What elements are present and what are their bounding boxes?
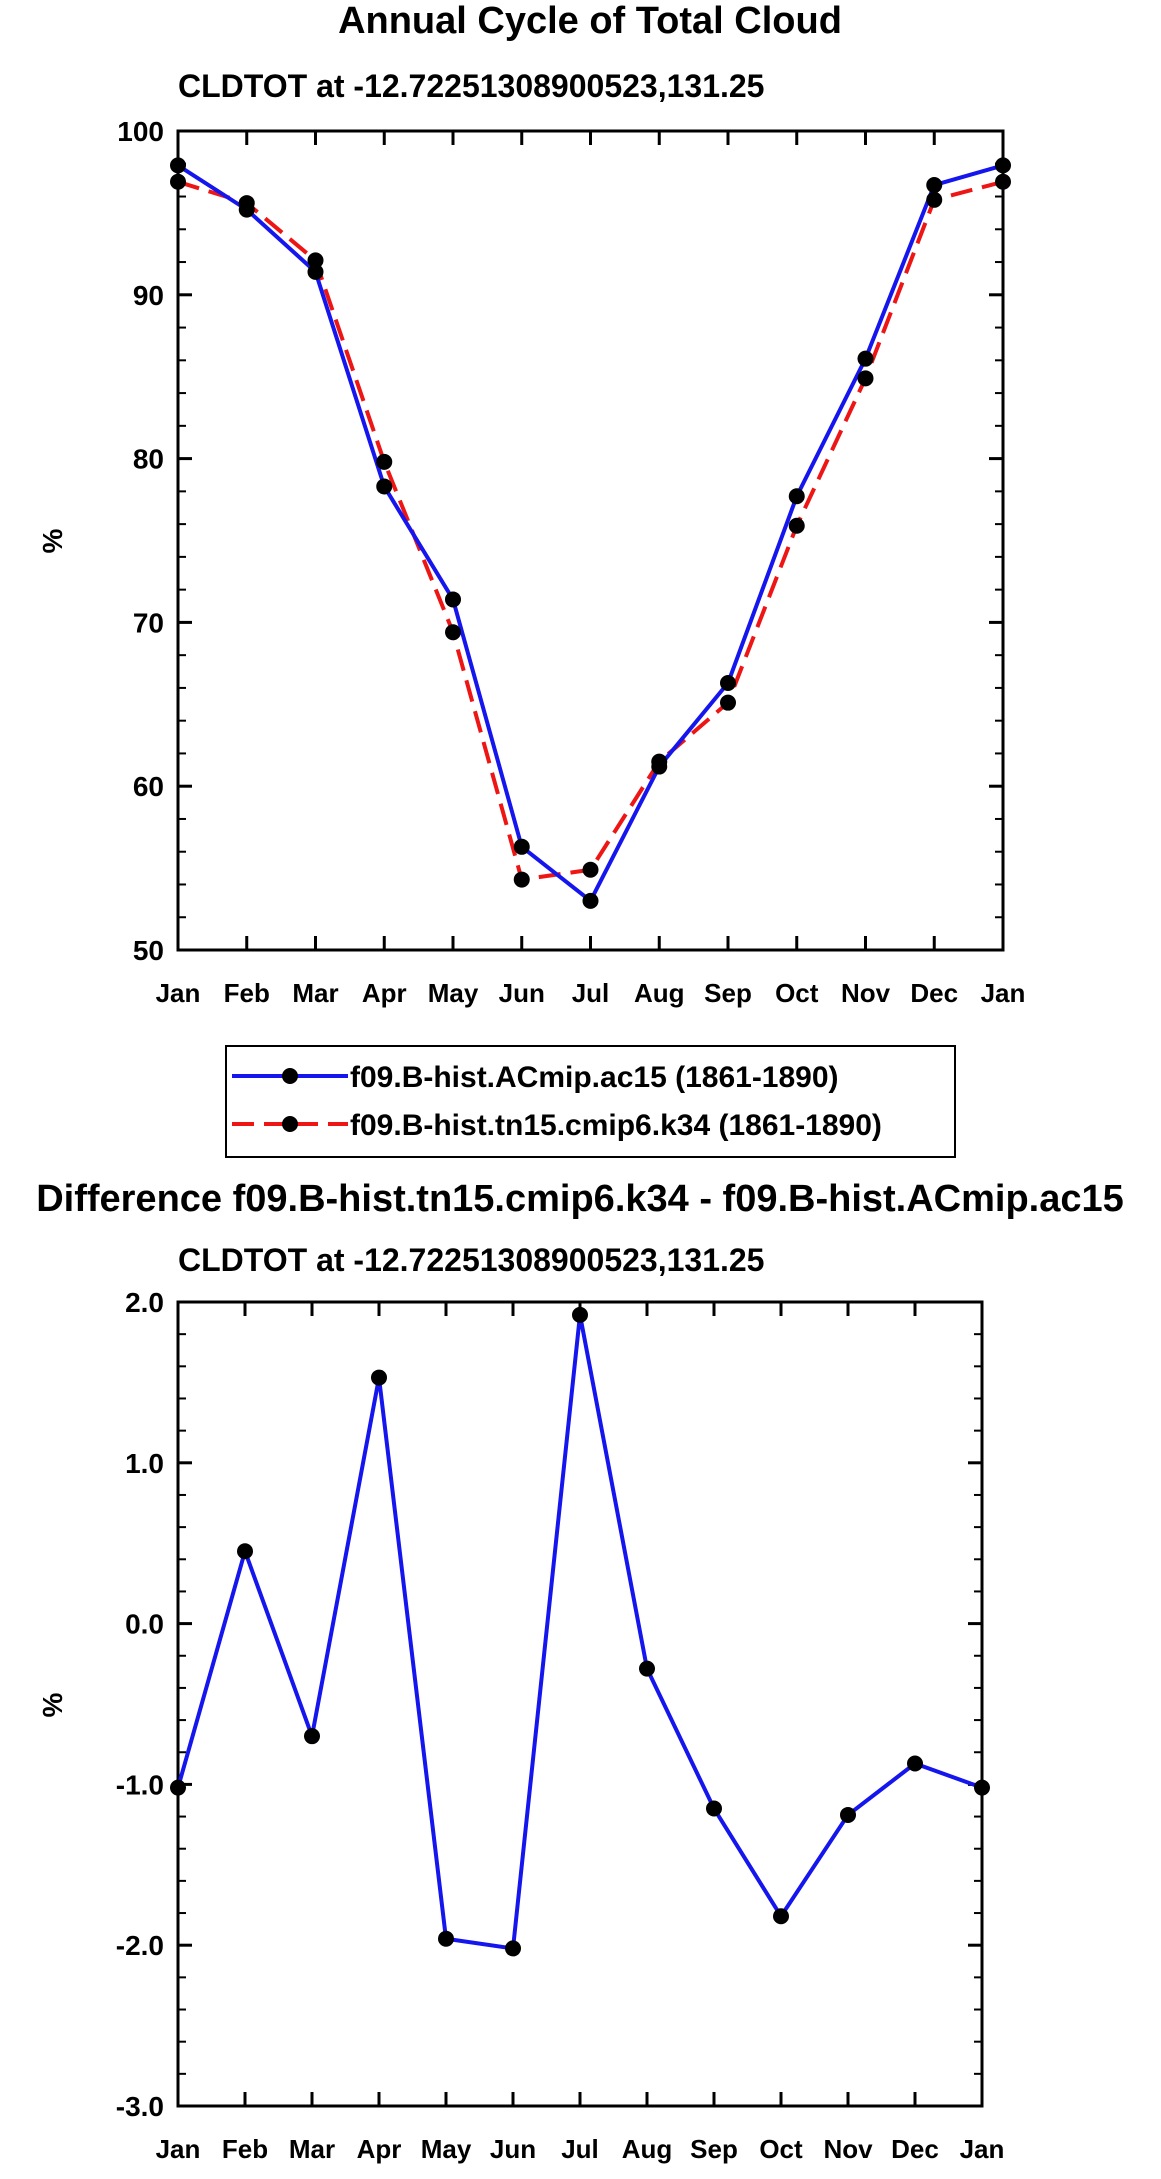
x-tick-label: Aug <box>622 2134 673 2164</box>
x-tick-label: Jan <box>960 2134 1005 2164</box>
x-tick-label: Jul <box>561 2134 599 2164</box>
series-line-1 <box>176 1312 983 1951</box>
legend-label-series-1: f09.B-hist.ACmip.ac15 (1861-1890) <box>350 1061 839 1094</box>
data-point-series-1 <box>995 157 1011 174</box>
legend-marker-series-2 <box>282 1116 298 1132</box>
x-tick-label: Jan <box>981 978 1026 1008</box>
legend-box <box>225 1045 956 1158</box>
data-point-series-1 <box>788 488 805 505</box>
data-point-series-2 <box>513 871 530 888</box>
legend-label-series-2: f09.B-hist.tn15.cmip6.k34 (1861-1890) <box>350 1109 882 1142</box>
data-point-series-2 <box>788 517 805 534</box>
x-tick-label: Apr <box>357 2134 402 2164</box>
data-point-series-1 <box>773 1908 789 1925</box>
x-tick-label: May <box>428 978 479 1008</box>
bottom-chart-y-axis-label: % <box>37 1692 68 1717</box>
y-tick-label: 60 <box>133 771 164 802</box>
data-point-series-1 <box>438 1930 454 1947</box>
data-point-series-1 <box>170 157 186 174</box>
data-point-series-1 <box>720 675 736 692</box>
data-point-series-1 <box>371 1369 387 1386</box>
y-tick-label: 2.0 <box>125 1287 164 1318</box>
y-tick-label: -1.0 <box>116 1769 164 1800</box>
x-tick-label: Feb <box>224 978 270 1008</box>
x-tick-label: Jun <box>499 978 545 1008</box>
data-point-series-2 <box>376 453 393 470</box>
bottom-chart-subtitle: CLDTOT at -12.72251308900523,131.25 <box>178 1242 764 1278</box>
data-point-series-2 <box>926 191 943 208</box>
x-tick-label: Dec <box>910 978 958 1008</box>
plot-frame <box>176 129 1005 952</box>
y-tick-label: -3.0 <box>116 2091 164 2122</box>
top-chart-title: Annual Cycle of Total Cloud <box>338 0 842 42</box>
data-point-series-1 <box>639 1660 655 1677</box>
y-tick-label: 90 <box>133 280 164 311</box>
data-point-series-2 <box>995 173 1011 190</box>
data-point-series-1 <box>307 263 324 280</box>
data-point-series-2 <box>238 195 255 212</box>
data-point-series-1 <box>376 478 393 495</box>
x-tick-label: Feb <box>222 2134 268 2164</box>
x-tick-label: Dec <box>891 2134 939 2164</box>
data-point-series-1 <box>304 1728 320 1745</box>
legend: f09.B-hist.ACmip.ac15 (1861-1890) f09.B-… <box>225 1045 956 1158</box>
data-point-series-2 <box>582 861 599 878</box>
data-point-series-1 <box>513 838 530 855</box>
data-point-series-1 <box>582 892 599 909</box>
y-tick-label: 80 <box>133 444 164 475</box>
x-tick-label: Jun <box>490 2134 536 2164</box>
x-tick-label: Apr <box>362 978 407 1008</box>
x-tick-label: Oct <box>759 2134 803 2164</box>
y-tick-label: 70 <box>133 607 164 638</box>
data-point-series-1 <box>572 1306 588 1323</box>
x-tick-label: Sep <box>690 2134 738 2164</box>
top-chart-plot-area: Jan Feb Mar Apr May Jun Jul Aug Sep Oct Nov Dec Jan 5… <box>117 116 1025 1008</box>
bottom-chart-plot-area: Jan Feb Mar Apr May Jun Jul Aug Sep Oct Nov Dec Jan -… <box>116 1287 1005 2164</box>
x-tick-label: Oct <box>775 978 819 1008</box>
legend-marker-series-1 <box>282 1068 298 1084</box>
data-point-series-1 <box>170 1779 186 1796</box>
y-tick-label: 100 <box>117 116 164 147</box>
series-line-2 <box>177 179 1004 882</box>
data-point-series-1 <box>907 1755 923 1772</box>
x-tick-label: Sep <box>704 978 752 1008</box>
series-line-1 <box>176 163 1004 903</box>
data-point-series-1 <box>706 1800 722 1817</box>
x-tick-label: May <box>421 2134 472 2164</box>
data-point-series-1 <box>857 350 874 367</box>
y-tick-label: -2.0 <box>116 1930 164 1961</box>
x-tick-label: Jul <box>572 978 610 1008</box>
data-point-series-2 <box>857 370 874 387</box>
data-point-series-1 <box>926 177 943 194</box>
data-point-series-2 <box>170 173 186 190</box>
data-point-series-2 <box>307 252 324 269</box>
y-tick-label: 1.0 <box>125 1448 164 1479</box>
x-tick-label: Nov <box>823 2134 873 2164</box>
top-chart-subtitle: CLDTOT at -12.72251308900523,131.25 <box>178 68 764 104</box>
data-point-series-2 <box>720 694 736 711</box>
x-tick-label: Aug <box>634 978 685 1008</box>
data-point-series-2 <box>445 624 461 641</box>
data-point-series-1 <box>840 1806 856 1823</box>
x-tick-label: Mar <box>289 2134 335 2164</box>
x-tick-label: Jan <box>156 978 201 1008</box>
y-tick-label: 50 <box>133 935 164 966</box>
data-point-series-1 <box>505 1940 521 1957</box>
y-tick-label: 0.0 <box>125 1609 164 1640</box>
data-point-series-1 <box>445 591 461 608</box>
data-point-series-2 <box>651 753 668 770</box>
x-tick-label: Nov <box>841 978 891 1008</box>
x-tick-label: Mar <box>292 978 338 1008</box>
x-tick-label: Jan <box>156 2134 201 2164</box>
top-chart-y-axis-label: % <box>37 528 68 553</box>
data-point-series-1 <box>974 1779 990 1796</box>
bottom-chart-title: Difference f09.B-hist.tn15.cmip6.k34 - f… <box>36 1178 1124 1220</box>
data-point-series-1 <box>237 1543 253 1560</box>
